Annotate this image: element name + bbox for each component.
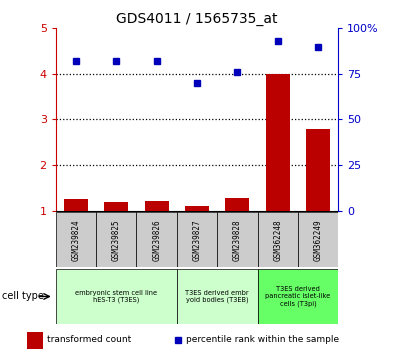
Bar [64,199,88,211]
Bar [306,129,330,211]
Bar [258,212,298,267]
Bar [177,269,258,324]
Bar [258,269,338,324]
Text: GSM362248: GSM362248 [273,219,282,261]
Bar [27,332,43,348]
Bar [96,212,137,267]
Bar [265,74,290,211]
Text: embryonic stem cell line
hES-T3 (T3ES): embryonic stem cell line hES-T3 (T3ES) [75,290,157,303]
Bar [144,201,169,211]
Text: percentile rank within the sample: percentile rank within the sample [187,335,339,344]
Bar [104,201,129,211]
Text: GSM239825: GSM239825 [112,219,121,261]
Text: GSM239828: GSM239828 [233,219,242,261]
Title: GDS4011 / 1565735_at: GDS4011 / 1565735_at [116,12,278,26]
Text: GSM239826: GSM239826 [152,219,161,261]
Text: transformed count: transformed count [47,335,131,344]
Bar [56,269,177,324]
Text: GSM239827: GSM239827 [193,219,201,261]
Text: GSM362249: GSM362249 [314,219,323,261]
Bar [185,206,209,211]
Bar [298,212,338,267]
Text: GSM239824: GSM239824 [71,219,80,261]
Text: cell type: cell type [2,291,44,302]
Bar [217,212,258,267]
Bar [225,198,250,211]
Text: T3ES derived embr
yoid bodies (T3EB): T3ES derived embr yoid bodies (T3EB) [185,290,249,303]
Bar [56,212,96,267]
Text: T3ES derived
pancreatic islet-like
cells (T3pi): T3ES derived pancreatic islet-like cells… [265,286,331,307]
Bar [177,212,217,267]
Bar [137,212,177,267]
